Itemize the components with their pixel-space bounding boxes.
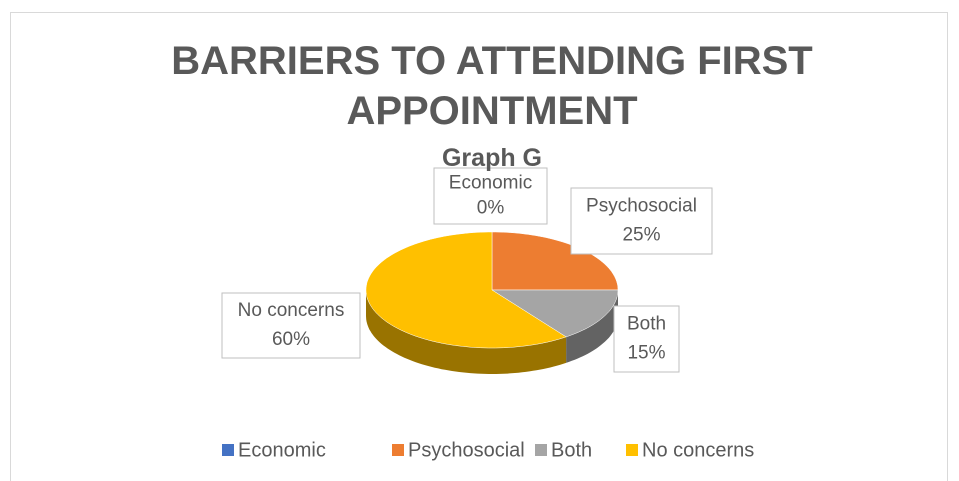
data-label-box [221, 292, 361, 359]
data-label-value: 15% [627, 343, 665, 364]
data-label-category: No concerns [238, 300, 345, 321]
legend-label: Economic [238, 439, 326, 461]
data-label-value: 60% [272, 329, 310, 350]
slice [365, 231, 567, 349]
legend-label: Both [551, 439, 592, 461]
legend-label: Psychosocial [408, 439, 525, 461]
data-label-value: 25% [622, 225, 660, 246]
chart-title: BARRIERS TO ATTENDING FIRST APPOINTMENT [171, 39, 813, 133]
slice [491, 289, 619, 338]
legend-swatch [626, 444, 638, 456]
chart-frame [10, 12, 948, 481]
data-label-category: Psychosocial [586, 195, 697, 216]
slice-side [366, 290, 567, 374]
legend-swatch [535, 444, 547, 456]
data-label-box [613, 305, 680, 373]
chart-subtitle: Graph G [441, 144, 542, 172]
legend-swatch [392, 444, 404, 456]
data-label-category: Economic [449, 173, 532, 194]
slice-side [566, 290, 618, 363]
legend-label: No concerns [642, 439, 754, 461]
data-label-category: Both [627, 313, 666, 334]
data-label-box [570, 187, 713, 255]
data-label-box [433, 167, 548, 225]
legend-swatch [222, 444, 234, 456]
data-label-value: 0% [477, 197, 505, 218]
